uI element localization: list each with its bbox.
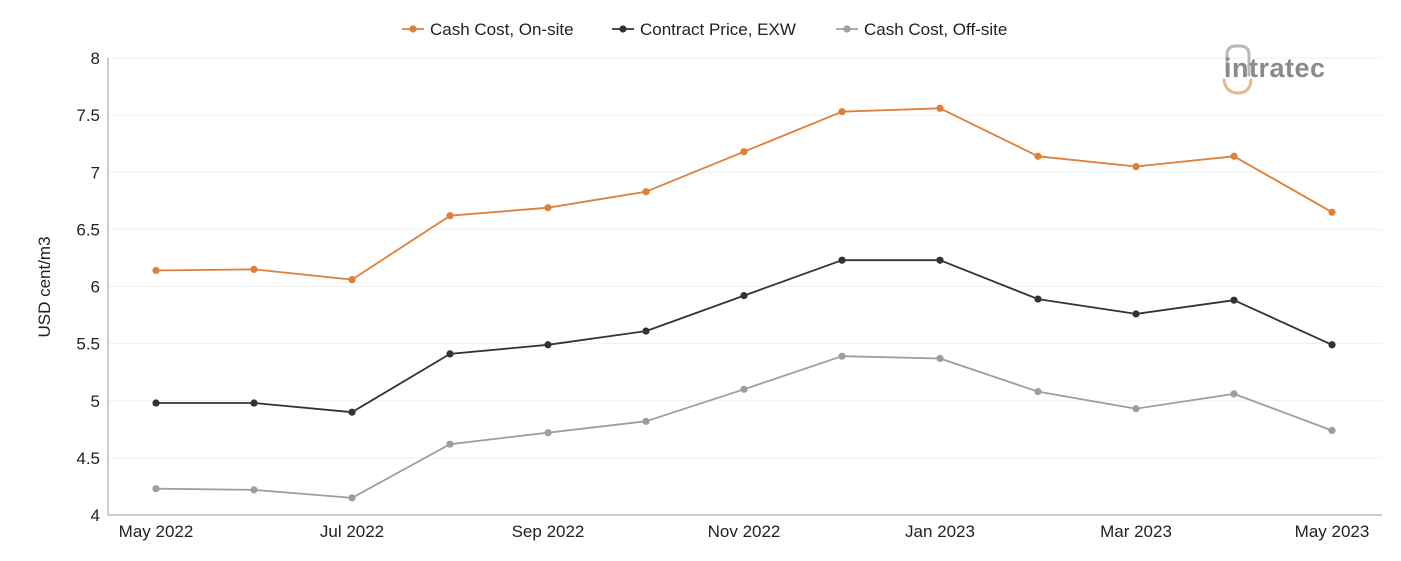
y-tick-label: 6	[91, 278, 100, 297]
legend-label: Cash Cost, On-site	[430, 20, 574, 39]
y-tick-label: 4.5	[76, 449, 100, 468]
data-point	[152, 266, 160, 275]
x-tick-label: Nov 2022	[708, 522, 781, 541]
data-point	[250, 265, 258, 273]
legend-item: Cash Cost, Off-site	[836, 20, 1007, 39]
data-point	[1230, 390, 1238, 398]
legend-item: Contract Price, EXW	[612, 20, 796, 39]
legend-swatch-marker	[843, 25, 851, 33]
x-tick-label: Jan 2023	[905, 522, 975, 541]
data-point	[1328, 426, 1336, 435]
data-point	[544, 204, 552, 212]
data-point	[1034, 152, 1042, 160]
data-point	[740, 148, 748, 156]
data-point	[838, 352, 846, 360]
axes	[107, 58, 1382, 516]
data-point	[250, 486, 258, 494]
legend-item: Cash Cost, On-site	[402, 20, 574, 39]
y-tick-label: 5	[91, 392, 100, 411]
series-1	[152, 256, 1336, 416]
data-point	[544, 429, 552, 437]
data-point	[1230, 152, 1238, 160]
grid-lines	[108, 57, 1382, 459]
legend-label: Cash Cost, Off-site	[864, 20, 1007, 39]
data-point	[838, 256, 846, 264]
y-tick-label: 7.5	[76, 106, 100, 125]
data-point	[1328, 341, 1336, 349]
x-tick-labels: May 2022 Jul 2022 Sep 2022 Nov 2022 Jan 2023…	[119, 522, 1370, 541]
x-tick-label: May 2023	[1295, 522, 1370, 541]
data-point	[544, 341, 552, 349]
data-point	[348, 494, 356, 502]
data-point	[838, 108, 846, 116]
data-point	[1132, 162, 1140, 171]
series-line	[155, 107, 1333, 281]
x-tick-label: Jul 2022	[320, 522, 384, 541]
data-point	[1230, 296, 1238, 304]
data-point	[250, 399, 258, 407]
x-tick-label: Sep 2022	[512, 522, 585, 541]
intratec-logo: intratec	[1222, 44, 1326, 95]
data-point	[936, 256, 944, 264]
data-point	[446, 350, 454, 358]
data-point	[642, 188, 650, 196]
x-tick-label: Mar 2023	[1100, 522, 1172, 541]
legend: Cash Cost, On-site Contract Price, EXW Cas…	[402, 20, 1007, 39]
data-point	[446, 212, 454, 220]
data-point	[1034, 388, 1042, 396]
logo-arc-top	[1225, 44, 1251, 77]
data-point	[740, 292, 748, 300]
data-point	[936, 354, 944, 363]
y-tick-labels: 4 4.5 5 5.5 6 6.5 7 7.5 8	[76, 49, 100, 525]
data-point	[348, 408, 356, 416]
x-tick-label: May 2022	[119, 522, 194, 541]
data-point	[740, 385, 748, 393]
y-tick-label: 7	[91, 163, 100, 182]
logo-text: intratec	[1224, 53, 1326, 83]
y-tick-label: 4	[91, 506, 100, 525]
data-point	[1132, 310, 1140, 318]
y-axis-label: USD cent/m3	[35, 236, 54, 337]
series-group	[152, 104, 1336, 502]
y-tick-label: 6.5	[76, 220, 100, 239]
data-point	[642, 327, 650, 335]
data-point	[1034, 295, 1042, 303]
y-tick-label: 8	[91, 49, 100, 68]
data-point	[936, 104, 944, 112]
legend-label: Contract Price, EXW	[640, 20, 796, 39]
series-2	[152, 352, 1336, 502]
data-point	[446, 440, 454, 448]
data-point	[1132, 405, 1140, 413]
legend-swatch-marker	[619, 25, 627, 33]
data-point	[152, 485, 160, 493]
logo-arc-bottom	[1222, 78, 1253, 95]
y-tick-label: 5.5	[76, 335, 100, 354]
data-point	[642, 417, 650, 425]
legend-swatch-marker	[409, 25, 417, 33]
series-0	[152, 104, 1336, 284]
data-point	[348, 276, 356, 284]
series-line	[155, 355, 1333, 499]
data-point	[1328, 208, 1336, 216]
data-point	[152, 399, 160, 407]
